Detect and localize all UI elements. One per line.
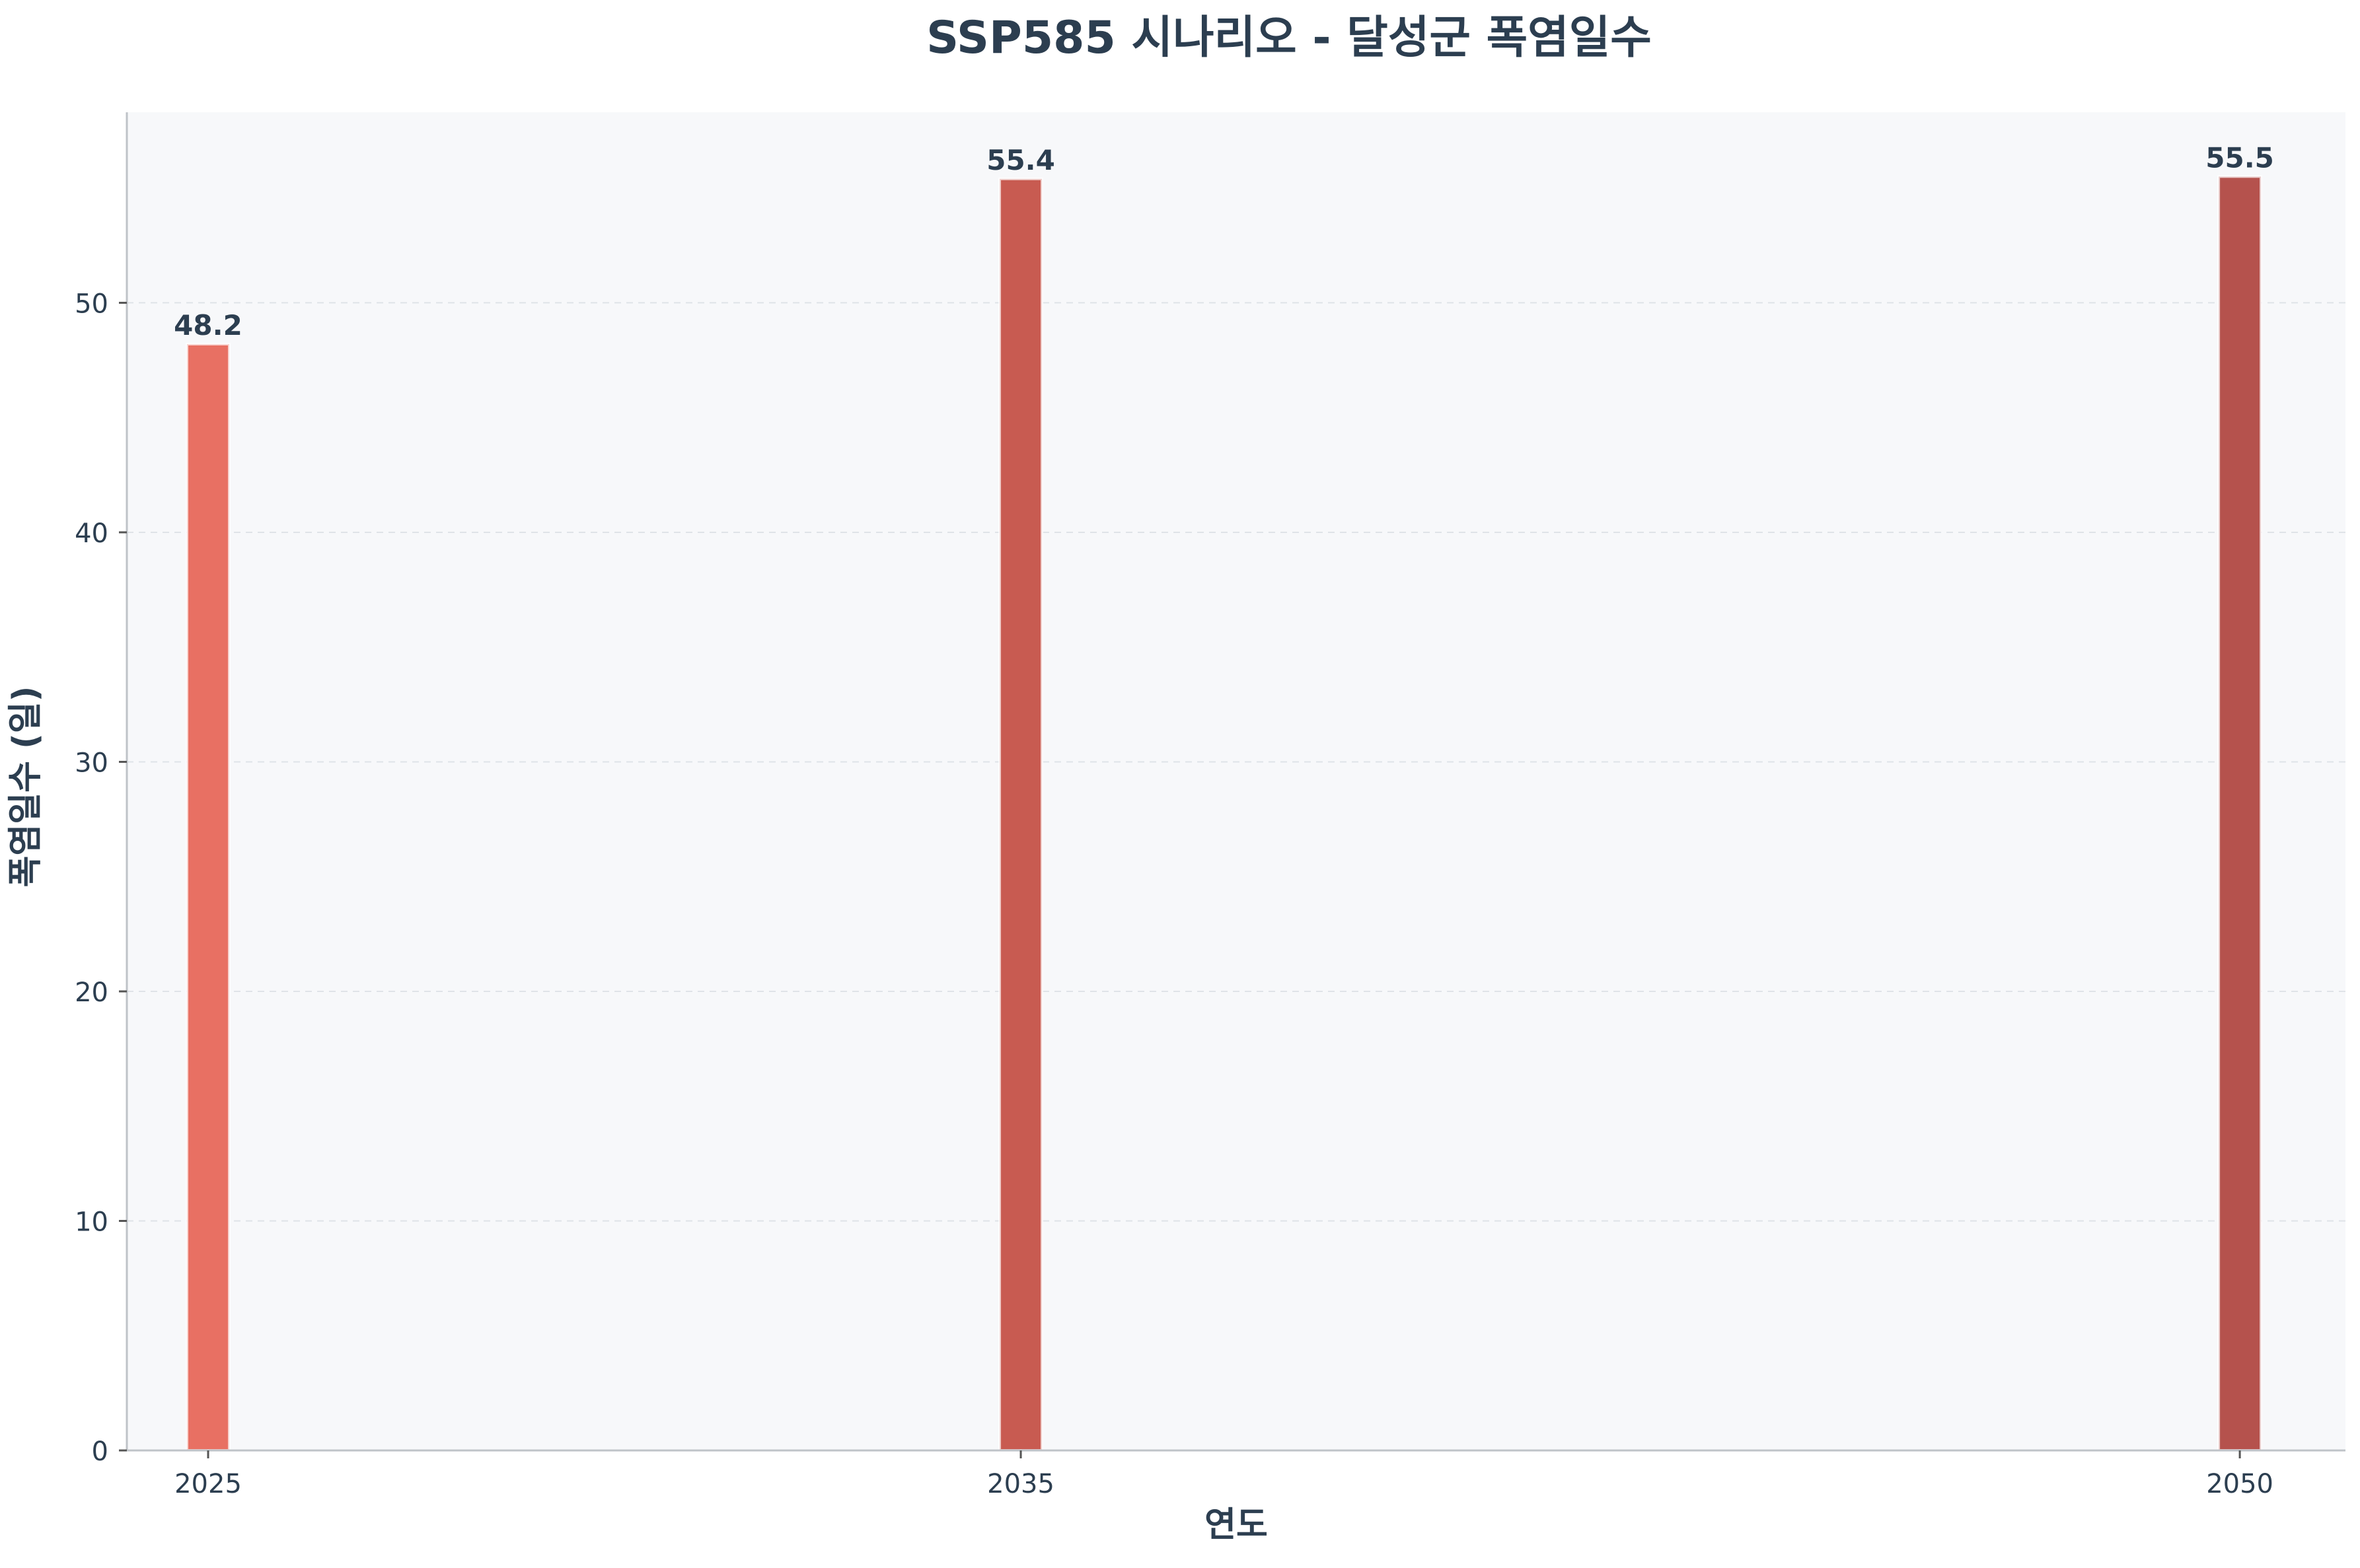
data-label-2050: 55.5 xyxy=(2205,141,2274,174)
y-tick-label: 20 xyxy=(75,978,108,1008)
y-tick-label: 0 xyxy=(92,1437,108,1467)
axes: 0 10 20 30 40 50 2025 2035 2050 xyxy=(75,112,2345,1499)
bar-2050 xyxy=(2217,175,2263,1452)
data-label-2035: 55.4 xyxy=(986,144,1055,176)
data-label-2025: 48.2 xyxy=(174,309,242,341)
x-tick-label-2035: 2035 xyxy=(987,1469,1054,1499)
y-tick-label: 30 xyxy=(75,748,108,778)
x-axis-label: 연도 xyxy=(1204,1505,1268,1545)
x-tick-label-2050: 2050 xyxy=(2206,1469,2273,1499)
y-tick-label: 40 xyxy=(75,518,108,549)
chart-title: SSP585 시나리오 - 달성군 폭염일수 xyxy=(926,12,1652,64)
y-tick-label: 50 xyxy=(75,289,108,319)
y-tick-label: 10 xyxy=(75,1207,108,1237)
data-labels: 48.2 55.4 55.5 xyxy=(174,141,2274,341)
bar-2025 xyxy=(186,342,231,1452)
x-tick-label-2025: 2025 xyxy=(174,1469,242,1499)
plot-area xyxy=(127,112,2345,1450)
bar-2035 xyxy=(998,177,1044,1452)
y-axis-label: 폭염일수 (일) xyxy=(6,686,46,888)
bars xyxy=(186,175,2263,1452)
